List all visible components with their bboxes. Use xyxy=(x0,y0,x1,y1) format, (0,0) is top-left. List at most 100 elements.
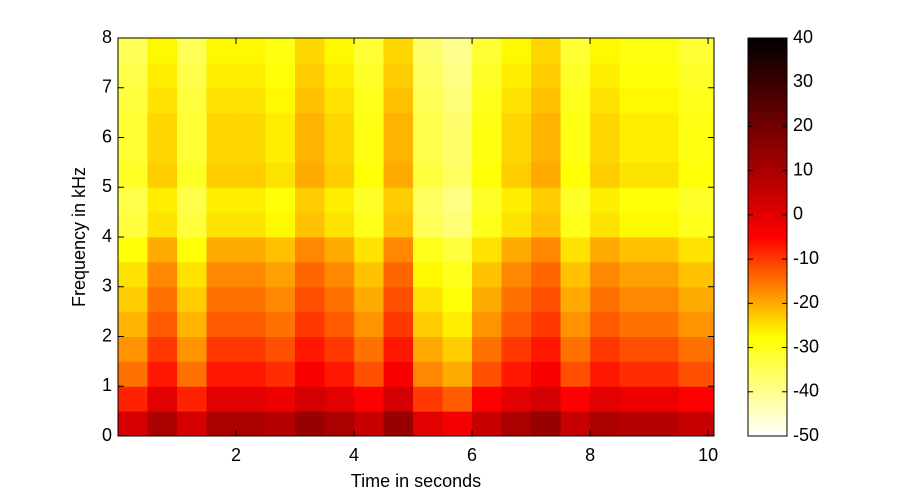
cell xyxy=(206,212,237,238)
cell xyxy=(531,212,562,238)
cell xyxy=(590,286,621,313)
cell xyxy=(177,411,208,437)
cell xyxy=(177,38,208,64)
heatmap xyxy=(118,38,715,437)
cell xyxy=(413,212,444,238)
cell xyxy=(324,137,355,163)
cell xyxy=(413,237,444,263)
cell xyxy=(560,286,591,313)
cell xyxy=(177,212,208,238)
cell xyxy=(678,62,715,89)
cell xyxy=(236,311,267,337)
y-tick-label: 3 xyxy=(102,276,112,296)
cell xyxy=(295,162,326,188)
cell xyxy=(206,386,237,412)
cell xyxy=(442,311,473,337)
cell xyxy=(531,386,562,412)
cell xyxy=(265,62,296,89)
cell xyxy=(265,187,296,213)
cell xyxy=(354,286,385,313)
cell xyxy=(590,87,621,114)
cell xyxy=(324,286,355,313)
cell xyxy=(678,261,715,288)
y-tick-label: 0 xyxy=(102,425,112,445)
cell xyxy=(236,361,267,387)
cell xyxy=(383,212,414,238)
cell xyxy=(147,361,178,387)
cell xyxy=(590,62,621,89)
cell xyxy=(442,411,473,437)
cell xyxy=(619,411,650,437)
cell xyxy=(678,112,715,138)
cell xyxy=(619,336,650,362)
y-tick-label: 4 xyxy=(102,226,112,246)
cell xyxy=(295,361,326,387)
cell xyxy=(501,62,532,89)
cell xyxy=(118,212,149,238)
cell xyxy=(590,212,621,238)
cell xyxy=(619,137,650,163)
cell xyxy=(383,336,414,362)
cell xyxy=(472,261,503,288)
cell xyxy=(147,187,178,213)
cell xyxy=(501,137,532,163)
cell xyxy=(265,311,296,337)
y-tick-label: 7 xyxy=(102,77,112,97)
cell xyxy=(324,311,355,337)
cell xyxy=(590,336,621,362)
cell xyxy=(295,311,326,337)
cell xyxy=(590,361,621,387)
cell xyxy=(383,361,414,387)
y-tick-label: 6 xyxy=(102,126,112,146)
cell xyxy=(147,311,178,337)
cell xyxy=(560,237,591,263)
cell xyxy=(501,212,532,238)
cell xyxy=(265,87,296,114)
cell xyxy=(383,386,414,412)
cell xyxy=(354,87,385,114)
cell xyxy=(206,286,237,313)
cell xyxy=(442,162,473,188)
cell xyxy=(295,237,326,263)
cell xyxy=(501,386,532,412)
cell xyxy=(678,162,715,188)
cell xyxy=(118,386,149,412)
cell xyxy=(619,386,650,412)
cell xyxy=(147,87,178,114)
cell xyxy=(501,411,532,437)
cell xyxy=(383,38,414,64)
cell xyxy=(177,187,208,213)
cell xyxy=(678,237,715,263)
cell xyxy=(236,261,267,288)
cell xyxy=(649,411,680,437)
cell xyxy=(118,261,149,288)
cell xyxy=(501,38,532,64)
cell xyxy=(678,386,715,412)
y-tick-label: 2 xyxy=(102,325,112,345)
cell xyxy=(649,112,680,138)
cell xyxy=(413,187,444,213)
cell xyxy=(324,38,355,64)
cell xyxy=(501,336,532,362)
cell xyxy=(236,87,267,114)
cell xyxy=(324,162,355,188)
cell xyxy=(619,187,650,213)
cell xyxy=(560,162,591,188)
cell xyxy=(442,386,473,412)
cell xyxy=(501,237,532,263)
cell xyxy=(413,112,444,138)
cell xyxy=(265,162,296,188)
cell xyxy=(649,187,680,213)
y-tick-label: 1 xyxy=(102,375,112,395)
cell xyxy=(619,311,650,337)
cell xyxy=(295,112,326,138)
cell xyxy=(265,237,296,263)
colorbar-tick-label: -40 xyxy=(793,381,819,401)
cell xyxy=(649,386,680,412)
cell xyxy=(531,87,562,114)
cell xyxy=(118,411,149,437)
cell xyxy=(413,137,444,163)
cell xyxy=(501,87,532,114)
cell xyxy=(472,411,503,437)
cell xyxy=(147,336,178,362)
